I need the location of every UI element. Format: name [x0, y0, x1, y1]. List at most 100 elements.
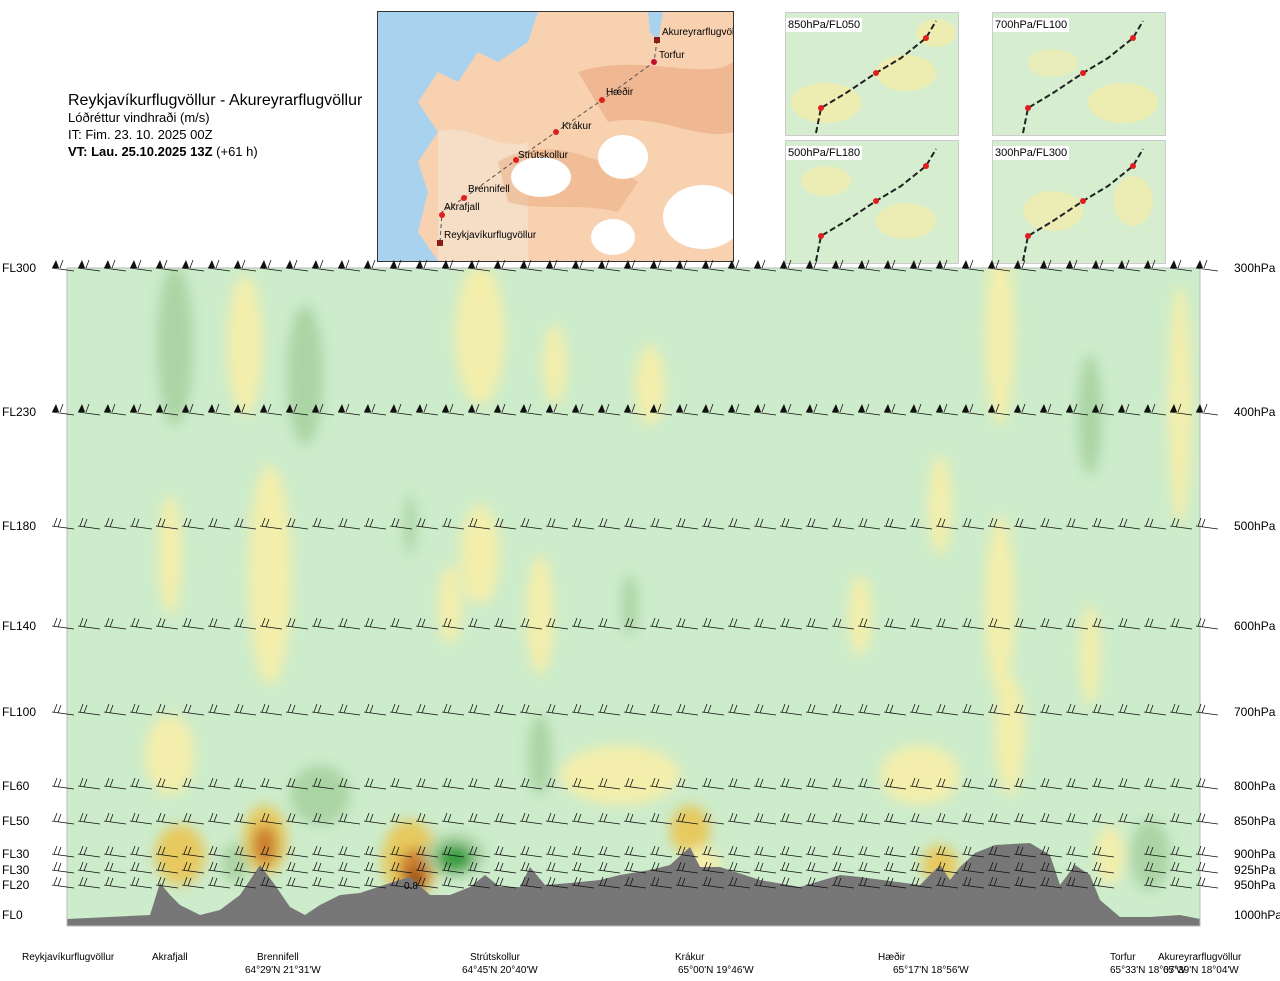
- wind-barb: [493, 517, 517, 530]
- wind-barb: [1143, 703, 1167, 716]
- wind-barb: [727, 777, 751, 790]
- wind-barb: [519, 517, 543, 530]
- wind-barb: [285, 703, 309, 716]
- wind-barb: [51, 403, 75, 416]
- wind-barb: [597, 876, 621, 889]
- wind-barb: [909, 617, 933, 630]
- wind-barb: [103, 845, 127, 858]
- wind-barb: [883, 845, 907, 858]
- wind-barb: [571, 812, 595, 825]
- wind-barb: [1091, 812, 1115, 825]
- wind-barb: [1169, 259, 1193, 272]
- wind-barb: [597, 703, 621, 716]
- map-label-torfur: Torfur: [659, 50, 685, 61]
- map-label-akureyri: Akureyrarflugvöllur: [662, 27, 733, 38]
- wind-barb: [493, 259, 517, 272]
- wind-barb: [701, 777, 725, 790]
- wind-barb: [779, 861, 803, 874]
- wind-barb: [493, 861, 517, 874]
- wind-barb: [389, 777, 413, 790]
- wind-barb: [493, 845, 517, 858]
- wind-barb: [857, 812, 881, 825]
- velocity-contour: [622, 575, 638, 635]
- wind-barb: [155, 517, 179, 530]
- pressure-level-label: 1000hPa: [1234, 908, 1280, 922]
- wind-barb: [675, 861, 699, 874]
- wind-barb: [961, 617, 985, 630]
- wind-barb: [285, 617, 309, 630]
- wind-barb: [441, 876, 465, 889]
- wind-barb: [961, 845, 985, 858]
- pressure-level-label: 400hPa: [1234, 405, 1276, 419]
- wind-barb: [103, 617, 127, 630]
- wind-barb: [467, 845, 491, 858]
- velocity-contour: [995, 675, 1025, 795]
- flight-level-label: FL100: [2, 705, 36, 719]
- wind-barb: [1091, 861, 1115, 874]
- wind-barb: [519, 845, 543, 858]
- wind-barb: [961, 876, 985, 889]
- wind-barb: [935, 876, 959, 889]
- wind-barb: [77, 812, 101, 825]
- wind-barb: [1143, 861, 1167, 874]
- waypoint-coord: 64°29'N 21°31'W: [245, 965, 321, 976]
- level-map-850: 850hPa/FL050: [785, 12, 959, 136]
- wind-barb: [389, 259, 413, 272]
- wind-barb: [467, 812, 491, 825]
- wind-barb: [155, 876, 179, 889]
- wind-barb: [363, 777, 387, 790]
- velocity-contour: [670, 805, 710, 855]
- wind-barb: [779, 517, 803, 530]
- wind-barb: [337, 876, 361, 889]
- wind-barb: [51, 777, 75, 790]
- map-label-akrafjall: Akrafjall: [444, 202, 480, 213]
- wind-barb: [779, 403, 803, 416]
- wind-barb: [51, 617, 75, 630]
- wind-barb: [155, 403, 179, 416]
- wind-barb: [649, 876, 673, 889]
- wind-barb: [1117, 777, 1141, 790]
- wind-barb: [207, 403, 231, 416]
- velocity-contour: [438, 565, 462, 645]
- wind-barb: [753, 703, 777, 716]
- wind-barb: [519, 861, 543, 874]
- wind-barb: [545, 403, 569, 416]
- wind-barb: [571, 703, 595, 716]
- wind-barb: [1065, 517, 1089, 530]
- wind-barb: [1039, 703, 1063, 716]
- wind-barb: [259, 777, 283, 790]
- wind-barb: [753, 617, 777, 630]
- wind-barb: [883, 259, 907, 272]
- wind-barb: [1013, 703, 1037, 716]
- wind-barb: [415, 259, 439, 272]
- map-label-brennifell: Brennifell: [468, 184, 510, 195]
- wind-barb: [805, 876, 829, 889]
- wind-barb: [233, 403, 257, 416]
- wind-barb: [181, 861, 205, 874]
- wind-barb: [597, 812, 621, 825]
- pressure-level-label: 500hPa: [1234, 519, 1276, 533]
- level-map-500-label: 500hPa/FL180: [786, 146, 863, 160]
- wind-barb: [701, 259, 725, 272]
- wind-barb: [883, 517, 907, 530]
- wind-barb: [1091, 403, 1115, 416]
- wind-barb: [571, 259, 595, 272]
- wind-barb: [753, 876, 777, 889]
- wind-barb: [519, 403, 543, 416]
- velocity-contour: [1080, 605, 1100, 705]
- wind-barb: [207, 845, 231, 858]
- wind-barb: [1143, 517, 1167, 530]
- wind-barb: [337, 403, 361, 416]
- wind-barb: [1065, 617, 1089, 630]
- wind-barb: [129, 517, 153, 530]
- wind-barb: [311, 845, 335, 858]
- wind-barb: [857, 845, 881, 858]
- wind-barb: [675, 845, 699, 858]
- wind-barb: [363, 517, 387, 530]
- wind-barb: [155, 617, 179, 630]
- wind-barb: [623, 861, 647, 874]
- wind-barb: [233, 876, 257, 889]
- wind-barb: [909, 812, 933, 825]
- wind-barb: [857, 861, 881, 874]
- velocity-contour: [157, 268, 193, 425]
